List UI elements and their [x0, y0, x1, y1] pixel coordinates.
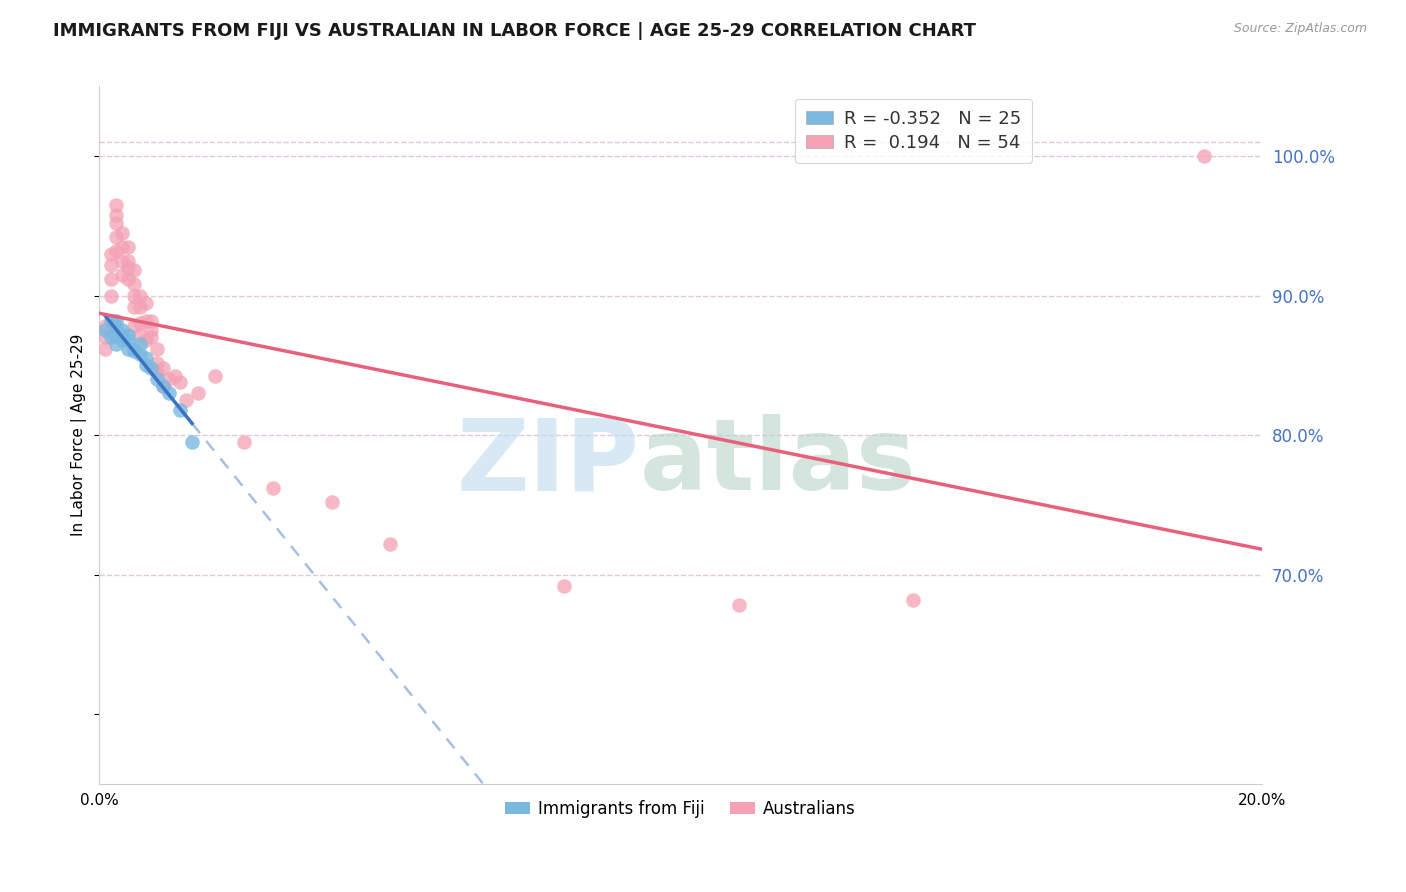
- Point: [128, 288, 150, 302]
- Point: [727, 598, 749, 612]
- Point: [146, 365, 169, 379]
- Point: [152, 361, 174, 376]
- Text: IMMIGRANTS FROM FIJI VS AUSTRALIAN IN LABOR FORCE | AGE 25-29 CORRELATION CHART: IMMIGRANTS FROM FIJI VS AUSTRALIAN IN LA…: [53, 22, 976, 40]
- Point: [94, 330, 117, 344]
- Legend: Immigrants from Fiji, Australians: Immigrants from Fiji, Australians: [498, 793, 863, 824]
- Point: [157, 386, 180, 401]
- Point: [141, 314, 163, 328]
- Y-axis label: In Labor Force | Age 25-29: In Labor Force | Age 25-29: [72, 334, 87, 536]
- Point: [169, 403, 191, 417]
- Point: [105, 208, 128, 222]
- Point: [321, 495, 343, 509]
- Point: [1192, 149, 1215, 163]
- Point: [146, 342, 169, 356]
- Point: [117, 253, 139, 268]
- Point: [100, 258, 122, 272]
- Point: [122, 263, 145, 277]
- Point: [100, 330, 122, 344]
- Point: [135, 333, 157, 347]
- Point: [105, 314, 128, 328]
- Point: [181, 435, 204, 450]
- Point: [378, 537, 401, 551]
- Point: [117, 260, 139, 275]
- Point: [105, 230, 128, 244]
- Point: [122, 344, 145, 359]
- Point: [117, 327, 139, 342]
- Point: [135, 359, 157, 373]
- Point: [105, 216, 128, 230]
- Point: [94, 342, 117, 356]
- Point: [122, 277, 145, 292]
- Point: [163, 369, 186, 384]
- Point: [111, 253, 134, 268]
- Point: [122, 288, 145, 302]
- Point: [105, 327, 128, 342]
- Point: [111, 226, 134, 240]
- Point: [105, 319, 128, 334]
- Point: [157, 372, 180, 386]
- Point: [152, 379, 174, 393]
- Point: [105, 337, 128, 351]
- Text: ZIP: ZIP: [457, 415, 640, 511]
- Point: [553, 579, 575, 593]
- Point: [233, 435, 256, 450]
- Point: [128, 337, 150, 351]
- Text: atlas: atlas: [640, 415, 917, 511]
- Point: [100, 288, 122, 302]
- Point: [135, 295, 157, 310]
- Point: [169, 375, 191, 389]
- Point: [105, 198, 128, 212]
- Point: [187, 386, 209, 401]
- Point: [141, 323, 163, 337]
- Point: [100, 272, 122, 286]
- Point: [117, 333, 139, 347]
- Point: [111, 268, 134, 282]
- Point: [141, 361, 163, 376]
- Text: Source: ZipAtlas.com: Source: ZipAtlas.com: [1233, 22, 1367, 36]
- Point: [122, 342, 145, 356]
- Point: [128, 347, 150, 361]
- Point: [122, 319, 145, 334]
- Point: [117, 342, 139, 356]
- Point: [901, 592, 924, 607]
- Point: [100, 246, 122, 260]
- Point: [122, 300, 145, 314]
- Point: [100, 314, 122, 328]
- Point: [146, 372, 169, 386]
- Point: [204, 369, 226, 384]
- Point: [146, 355, 169, 369]
- Point: [263, 481, 285, 495]
- Point: [94, 323, 117, 337]
- Point: [117, 272, 139, 286]
- Point: [94, 319, 117, 334]
- Point: [135, 351, 157, 366]
- Point: [141, 330, 163, 344]
- Point: [128, 327, 150, 342]
- Point: [111, 323, 134, 337]
- Point: [152, 379, 174, 393]
- Point: [111, 327, 134, 342]
- Point: [135, 314, 157, 328]
- Point: [111, 333, 134, 347]
- Point: [105, 244, 128, 258]
- Point: [117, 240, 139, 254]
- Point: [128, 300, 150, 314]
- Point: [174, 393, 197, 408]
- Point: [128, 317, 150, 331]
- Point: [111, 240, 134, 254]
